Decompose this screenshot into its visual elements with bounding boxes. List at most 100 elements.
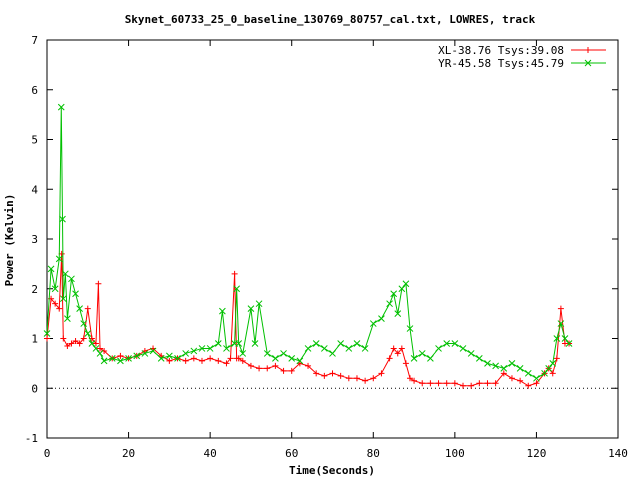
x-axis-label: Time(Seconds) xyxy=(289,464,375,477)
data-point xyxy=(59,295,67,303)
data-point xyxy=(549,370,556,377)
data-point xyxy=(198,357,205,364)
data-point xyxy=(467,350,475,357)
data-point xyxy=(419,380,426,387)
data-point xyxy=(141,350,149,357)
data-point xyxy=(233,285,241,293)
data-point xyxy=(516,364,524,372)
data-point xyxy=(55,255,63,263)
data-point xyxy=(345,345,353,352)
data-point xyxy=(72,337,79,344)
data-point xyxy=(190,347,198,355)
data-point xyxy=(443,340,451,347)
data-point xyxy=(280,350,287,357)
data-point xyxy=(149,347,157,355)
data-point xyxy=(451,340,459,347)
data-point xyxy=(182,357,189,364)
y-tick-label: 1 xyxy=(31,333,38,346)
y-axis-label: Power (Kelvin) xyxy=(3,194,16,287)
data-point xyxy=(362,377,369,384)
data-point xyxy=(492,362,499,370)
series-2 xyxy=(43,103,573,382)
data-point xyxy=(492,380,499,387)
data-point xyxy=(390,345,397,352)
data-point xyxy=(235,340,243,347)
data-point xyxy=(100,357,108,365)
data-point xyxy=(60,335,67,342)
data-point xyxy=(524,369,532,377)
data-point xyxy=(460,382,467,389)
data-point xyxy=(84,305,91,312)
data-point xyxy=(84,330,92,337)
data-point xyxy=(207,355,214,362)
y-tick-label: 2 xyxy=(31,283,38,296)
data-point xyxy=(166,357,173,364)
data-point xyxy=(475,355,483,362)
data-point xyxy=(435,345,442,352)
plot-area xyxy=(46,39,619,439)
x-tick-label: 0 xyxy=(44,447,51,460)
data-point xyxy=(296,357,304,365)
data-point xyxy=(484,360,491,367)
data-point xyxy=(337,372,344,379)
data-point xyxy=(304,345,312,352)
data-point xyxy=(329,370,336,377)
data-point xyxy=(88,340,96,347)
data-point xyxy=(80,320,88,327)
data-point xyxy=(235,355,242,362)
x-tick-label: 120 xyxy=(526,447,546,460)
data-point xyxy=(56,305,63,312)
data-point xyxy=(288,367,295,374)
data-point xyxy=(44,335,50,342)
data-point xyxy=(280,367,287,374)
data-point xyxy=(398,345,405,352)
data-point xyxy=(76,340,83,347)
data-point xyxy=(125,355,132,362)
x-tick-label: 20 xyxy=(122,447,135,460)
data-point xyxy=(508,375,515,382)
data-point xyxy=(190,355,197,362)
data-point xyxy=(92,340,99,347)
data-point xyxy=(398,285,406,293)
data-point xyxy=(76,305,83,313)
data-point xyxy=(390,290,398,298)
x-tick-label: 140 xyxy=(608,447,628,460)
series-line xyxy=(46,107,570,379)
data-point xyxy=(263,350,271,357)
data-point xyxy=(459,345,467,352)
data-point xyxy=(533,374,540,382)
data-point xyxy=(418,350,426,357)
data-point xyxy=(427,355,434,362)
data-point xyxy=(239,350,247,357)
data-point xyxy=(394,350,401,357)
data-point xyxy=(337,340,345,347)
data-point xyxy=(157,355,165,362)
data-point xyxy=(500,364,508,372)
data-point xyxy=(353,375,360,382)
data-point xyxy=(361,345,369,352)
chart-title: Skynet_60733_25_0_baseline_130769_80757_… xyxy=(125,13,536,26)
data-point xyxy=(553,355,560,362)
data-point xyxy=(117,357,124,365)
data-point xyxy=(52,300,59,307)
data-point xyxy=(312,340,320,347)
data-point xyxy=(549,360,557,367)
data-point xyxy=(247,305,255,313)
data-point xyxy=(443,380,450,387)
data-point xyxy=(97,345,104,352)
data-point xyxy=(402,360,409,367)
legend-label: YR-45.58 Tsys:45.79 xyxy=(438,57,564,70)
data-point xyxy=(117,352,124,359)
x-tick-label: 60 xyxy=(285,447,298,460)
y-tick-label: 7 xyxy=(31,34,38,47)
data-point xyxy=(231,270,238,277)
data-point xyxy=(345,375,352,382)
data-point xyxy=(80,335,87,342)
legend-label: XL-38.76 Tsys:39.08 xyxy=(438,44,564,57)
data-point xyxy=(92,345,100,352)
data-point xyxy=(427,380,434,387)
data-point xyxy=(95,280,102,287)
y-tick-label: 4 xyxy=(31,183,38,196)
